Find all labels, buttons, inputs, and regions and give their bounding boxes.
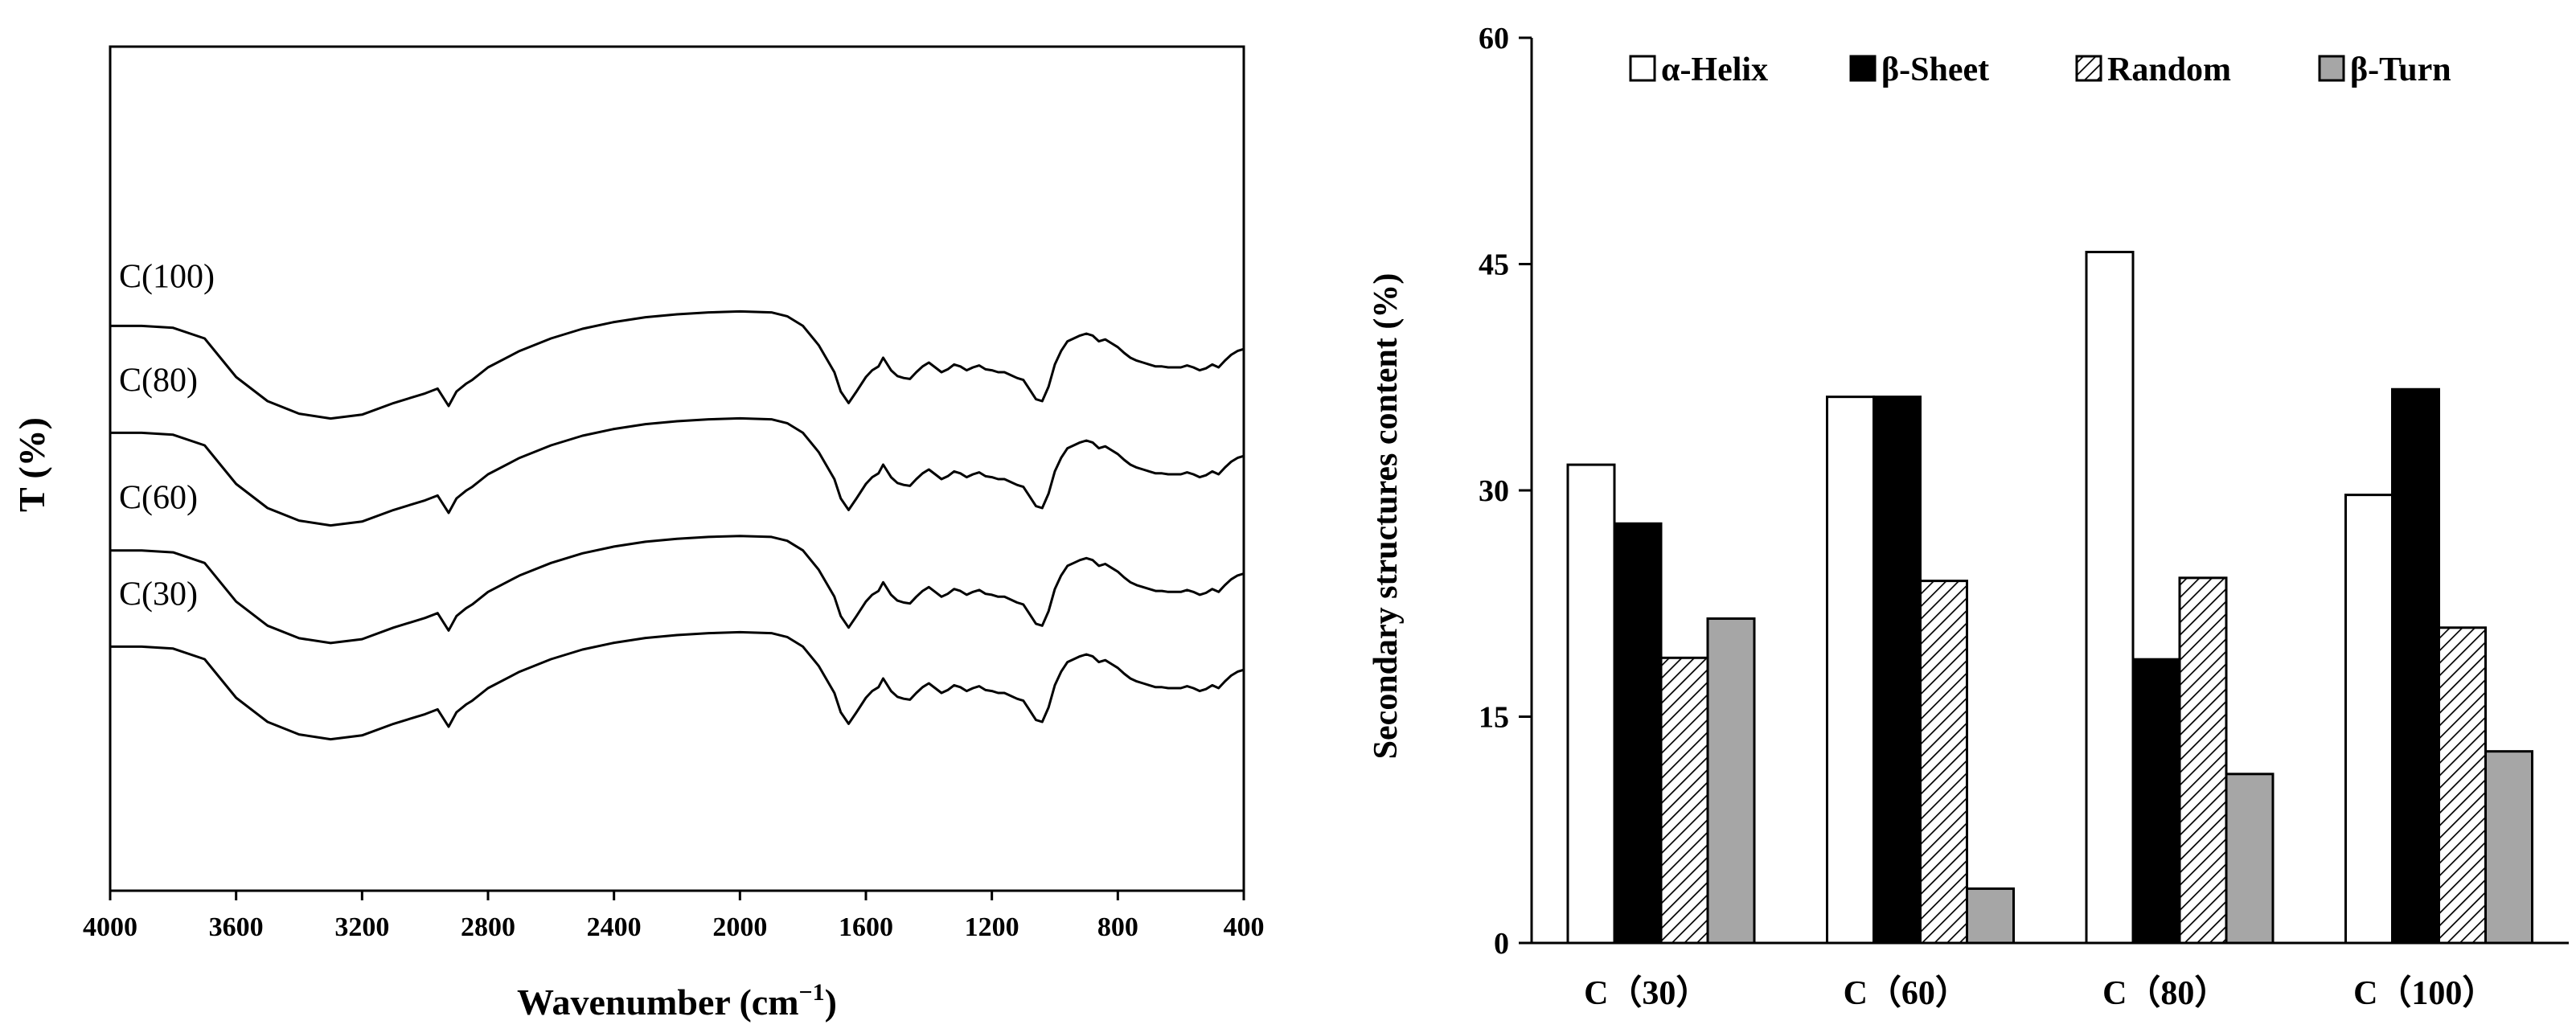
ftir-x-ticks: 4000 3600 3200 2800 2400 2000 1600 1200 800 400 [83,891,1265,942]
legend-swatch [2075,55,2102,82]
bar-Random [1659,656,1709,945]
ftir-line-C(80) [110,416,1245,527]
bar-β-Sheet [1873,396,1922,945]
legend-label: Random [2107,51,2231,88]
legend-swatch [2318,55,2345,82]
bar-β-Turn [1706,617,1756,945]
bar-β-Sheet [2131,658,2181,945]
ftir-x-tick-label: 400 [1224,912,1265,942]
ftir-plot-frame [109,45,1245,892]
legend-label: α-Helix [1661,51,1768,88]
legend-swatch [1629,55,1656,82]
bar-Random [1919,580,1968,945]
bar-y-tick-label: 15 [1479,701,1509,735]
bar-series [1566,250,2533,945]
bar-Random [2178,576,2228,945]
ftir-series-label: C(80) [119,362,198,399]
bar-β-Sheet [2391,387,2440,945]
bar-α-Helix [2085,250,2135,945]
bar-category-label: C（100） [2353,974,2496,1012]
ftir-line-C(60) [110,535,1245,645]
bar-y-tick-label: 60 [1479,22,1509,55]
bar-Random [2438,626,2487,945]
legend-label: β-Sheet [1881,51,1989,88]
bar-legend: α-Helix β-Sheet Random β-Turn [1629,51,2451,88]
ftir-series-label: C(30) [119,576,198,613]
ftir-x-tick-label: 1200 [965,912,1019,942]
bar-category-label: C（30） [1584,974,1709,1012]
ftir-line-C(100) [110,309,1245,420]
bar-y-axis-title: Secondary structures content (%) [1368,273,1405,760]
ftir-panel: 4000 3600 3200 2800 2400 2000 1600 1200 800 400 C… [11,45,1265,1023]
ftir-series-labels: C(100) C(80) C(60) C(30) [119,258,215,613]
ftir-y-axis-title: T (%) [11,417,52,512]
ftir-x-tick-label: 2000 [712,912,767,942]
ftir-x-tick-label: 3200 [334,912,389,942]
bar-category-label: C（80） [2102,974,2228,1012]
bar-y-tick-label: 30 [1479,474,1509,508]
bar-β-Sheet [1613,522,1663,945]
ftir-series-label: C(60) [119,480,198,517]
ftir-x-tick-label: 3600 [209,912,264,942]
bar-β-Turn [2225,773,2275,945]
ftir-x-axis-title: Wavenumber (cm−1) [517,979,837,1023]
bar-α-Helix [2344,494,2393,945]
ftir-series-label: C(100) [119,258,215,295]
bar-category-label: C（60） [1844,974,1969,1012]
bar-panel: 0 15 30 45 60 C（30） C（60） C（80） C（100） α-Helix β… [1368,22,2569,1012]
bar-β-Turn [2484,750,2533,945]
legend-swatch [1849,55,1877,82]
ftir-x-tick-label: 800 [1097,912,1138,942]
ftir-x-tick-label: 1600 [839,912,893,942]
ftir-x-tick-label: 4000 [83,912,137,942]
bar-y-tick-label: 45 [1479,248,1509,282]
ftir-spectra [110,309,1245,741]
ftir-x-tick-label: 2800 [461,912,515,942]
bar-y-tick-label: 0 [1494,927,1509,961]
bar-α-Helix [1826,396,1875,945]
bar-α-Helix [1566,463,1616,945]
bar-β-Turn [1966,887,2015,945]
ftir-line-C(30) [110,630,1245,741]
bar-categories: C（30） C（60） C（80） C（100） [1584,974,2496,1012]
ftir-x-tick-label: 2400 [587,912,642,942]
legend-label: β-Turn [2350,51,2451,88]
